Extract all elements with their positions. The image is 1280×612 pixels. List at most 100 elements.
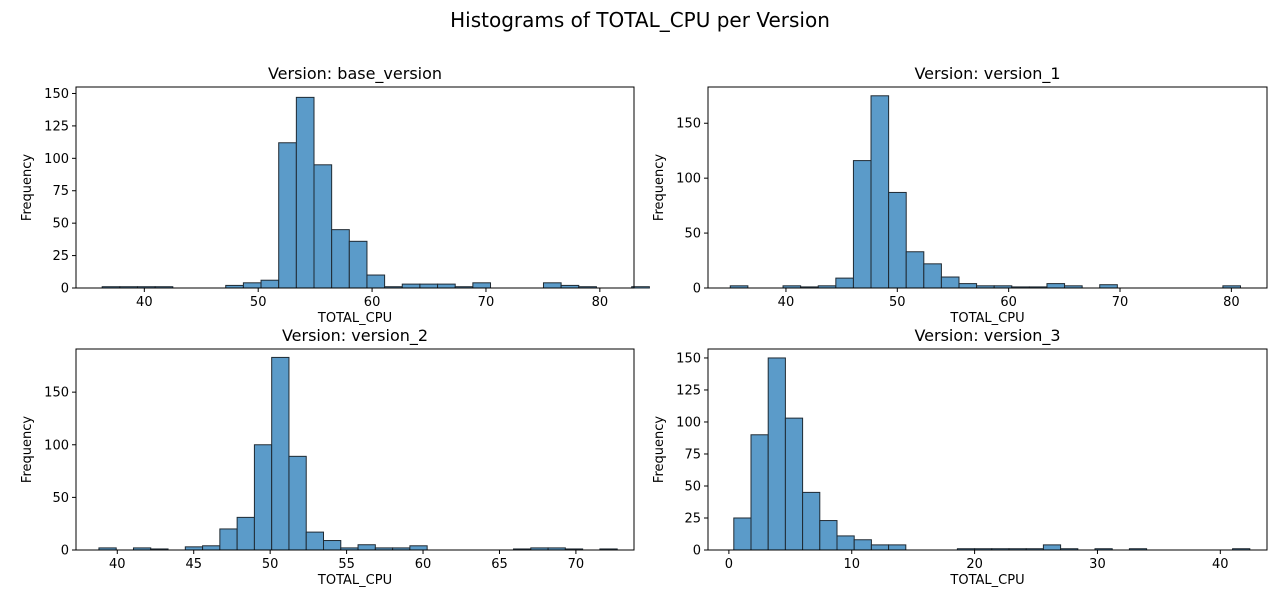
histogram-bar <box>348 240 368 289</box>
histogram-bar <box>1042 544 1062 551</box>
x-tick-label: 70 <box>1112 295 1129 310</box>
x-axis-label: TOTAL_CPU <box>949 311 1024 326</box>
histogram-bar <box>852 160 872 289</box>
x-tick-label: 50 <box>262 557 279 572</box>
histogram-bar <box>202 545 221 551</box>
histogram-bar <box>357 544 376 551</box>
x-tick-label: 20 <box>966 557 983 572</box>
x-tick-label: 0 <box>725 557 733 572</box>
histogram-bar <box>401 283 421 289</box>
y-tick-label: 75 <box>684 447 701 462</box>
y-tick-label: 150 <box>44 386 69 401</box>
panel-title: Version: base_version <box>268 64 442 84</box>
x-tick-label: 40 <box>109 557 126 572</box>
x-tick-label: 80 <box>592 295 609 310</box>
histogram-bar <box>305 531 325 551</box>
y-axis-label: Frequency <box>652 416 667 483</box>
histogram-bar <box>784 417 804 551</box>
histogram-bar <box>767 357 786 551</box>
axes-frame <box>707 348 1268 551</box>
y-tick-label: 125 <box>44 119 69 134</box>
y-axis-label: Frequency <box>652 154 667 221</box>
y-tick-label: 150 <box>676 117 701 132</box>
histogram-bar <box>923 263 942 289</box>
histogram-bar <box>750 434 769 551</box>
histogram-bar <box>260 279 280 289</box>
axes-frame <box>707 86 1268 289</box>
histogram-bar <box>542 282 562 289</box>
y-tick-label: 50 <box>684 479 701 494</box>
panel-title: Version: version_3 <box>914 326 1060 346</box>
y-axis-label: Frequency <box>20 154 35 221</box>
y-tick-label: 150 <box>676 351 701 366</box>
histogram-bar <box>958 283 978 289</box>
x-axis-label: TOTAL_CPU <box>949 573 1024 588</box>
y-tick-label: 100 <box>676 415 701 430</box>
histogram-bar <box>472 282 492 289</box>
histogram-bar <box>437 283 456 289</box>
x-tick-label: 55 <box>338 557 355 572</box>
y-tick-label: 0 <box>693 544 701 559</box>
x-tick-label: 70 <box>478 295 495 310</box>
x-axis-label: TOTAL_CPU <box>317 311 392 326</box>
histogram-bar <box>253 444 273 551</box>
histogram-bar <box>278 142 297 289</box>
histogram-bar <box>853 539 872 551</box>
histogram-panel-3: 0 10 20 30 40 0 25 50 75 100 125 150 Version: versio… <box>652 326 1268 588</box>
x-tick-label: 10 <box>843 557 860 572</box>
y-tick-label: 0 <box>693 282 701 297</box>
axes-frame <box>75 86 635 289</box>
histogram-bar <box>870 544 890 551</box>
x-tick-label: 70 <box>568 557 585 572</box>
panel-title: Version: version_2 <box>282 326 428 346</box>
y-tick-label: 50 <box>52 491 69 506</box>
histogram-bar <box>313 164 333 289</box>
x-tick-label: 45 <box>185 557 202 572</box>
histogram-bar <box>802 491 821 551</box>
y-tick-label: 0 <box>61 544 69 559</box>
y-tick-label: 100 <box>44 438 69 453</box>
histogram-bar <box>888 191 907 289</box>
histogram-bar <box>733 517 752 551</box>
histogram-bar <box>1046 283 1066 289</box>
histogram-bar <box>295 96 315 289</box>
histogram-bar <box>836 535 855 551</box>
y-axis-label: Frequency <box>20 416 35 483</box>
y-tick-label: 50 <box>684 227 701 242</box>
x-tick-label: 60 <box>1000 295 1017 310</box>
histogram-bar <box>331 229 350 289</box>
figure-title: Histograms of TOTAL_CPU per Version <box>450 8 830 32</box>
histogram-bar <box>870 95 890 289</box>
histogram-panel-1: 40 50 60 70 80 0 50 100 150 Version: version_1 TOT… <box>652 64 1268 326</box>
y-tick-label: 150 <box>44 87 69 102</box>
x-tick-label: 50 <box>889 295 906 310</box>
panel-title: Version: version_1 <box>914 64 1060 84</box>
y-tick-label: 25 <box>52 249 69 264</box>
histogram-panel-0: 40 50 60 70 80 0 25 50 75 100 125 150 Version: base_… <box>20 64 650 326</box>
x-tick-label: 60 <box>364 295 381 310</box>
histogram-bar <box>419 283 439 289</box>
histogram-bar <box>631 286 650 289</box>
y-tick-label: 25 <box>684 511 701 526</box>
x-tick-label: 80 <box>1223 295 1240 310</box>
histogram-bar <box>835 277 854 289</box>
histogram-bar <box>288 455 307 551</box>
histogram-bar <box>219 528 238 551</box>
y-tick-label: 0 <box>61 282 69 297</box>
x-tick-label: 40 <box>136 295 153 310</box>
axes-frame <box>75 348 635 551</box>
x-tick-label: 65 <box>491 557 508 572</box>
y-tick-label: 50 <box>52 217 69 232</box>
histogram-bar <box>940 276 960 289</box>
x-tick-label: 50 <box>250 295 267 310</box>
histogram-bar <box>271 356 290 551</box>
y-tick-label: 75 <box>52 184 69 199</box>
x-tick-label: 40 <box>1212 557 1229 572</box>
y-tick-label: 125 <box>676 383 701 398</box>
y-tick-label: 100 <box>44 152 69 167</box>
histogram-bar <box>236 516 255 551</box>
x-tick-label: 60 <box>415 557 432 572</box>
histogram-bar <box>323 540 342 551</box>
